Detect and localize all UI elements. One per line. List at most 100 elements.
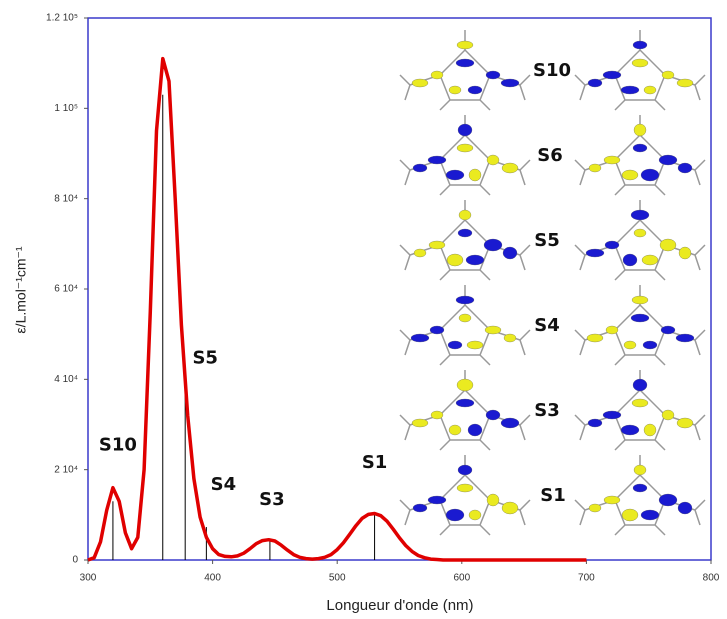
orbital-lobe (630, 209, 650, 221)
orbital-lobe (483, 238, 503, 252)
orbital-lobe (587, 418, 603, 428)
orbital-lobe (486, 154, 500, 166)
plot-frame (87, 17, 712, 561)
orbital-lobe (446, 253, 464, 267)
orbital-lobe (445, 169, 465, 181)
orbital-lobe (456, 40, 474, 50)
orbital-lobe (500, 78, 520, 88)
orbital-label: S4 (534, 315, 560, 336)
orbital-lobe (622, 253, 638, 267)
spectrum-line (87, 56, 587, 562)
orbital-lobe (455, 58, 475, 68)
orbital-lobe (428, 240, 446, 250)
transition-label: S1 (362, 452, 388, 473)
orbital-label: S6 (537, 145, 563, 166)
transition-label: S5 (192, 347, 218, 368)
orbital-lobe (412, 503, 428, 513)
orbital-lobe (660, 325, 676, 335)
orbital-lobe (631, 398, 649, 408)
orbital-lobe (633, 228, 647, 238)
orbital-lobe (632, 40, 648, 50)
orbital-lobe (445, 508, 465, 522)
y-tick-label: 2 10⁴ (54, 464, 78, 475)
orbital-lobe (430, 410, 444, 420)
molecule-skeleton (399, 30, 531, 111)
orbital-lobe (429, 325, 445, 335)
orbital-image (574, 200, 706, 281)
orbital-lobe (412, 163, 428, 173)
orbital-lobe (677, 501, 693, 515)
orbital-lobe (455, 398, 475, 408)
orbital-lobe (641, 254, 659, 266)
x-tick-label: 800 (703, 573, 720, 584)
orbital-lobe (457, 464, 473, 476)
orbital-image (399, 285, 531, 366)
molecule-skeleton (574, 285, 706, 366)
orbital-lobe (643, 85, 657, 95)
orbital-lobe (587, 78, 603, 88)
orbital-lobe (456, 143, 474, 153)
orbital-lobe (427, 155, 447, 165)
orbital-lobe (602, 410, 622, 420)
orbital-lobe (603, 155, 621, 165)
orbital-image (574, 455, 706, 536)
orbital-image (574, 370, 706, 451)
orbital-label: S1 (540, 485, 566, 506)
orbital-lobe (457, 228, 473, 238)
orbital-lobe (484, 325, 502, 335)
orbital-label: S10 (533, 60, 571, 81)
orbital-lobe (411, 418, 429, 428)
orbital-lobe (427, 495, 447, 505)
orbital-lobe (678, 246, 692, 260)
orbital-lobe (630, 313, 650, 323)
orbital-lobe (621, 508, 639, 522)
orbital-lobe (632, 143, 648, 153)
orbital-image (399, 200, 531, 281)
y-tick-label: 1 10⁵ (54, 103, 78, 114)
orbital-lobe (623, 340, 637, 350)
orbital-lobe (676, 417, 694, 429)
orbital-lobe (457, 123, 473, 137)
orbital-lobe (632, 378, 648, 392)
orbital-lobe (502, 246, 518, 260)
y-tick-label: 4 10⁴ (54, 374, 78, 385)
orbital-lobe (631, 58, 649, 68)
orbital-image (399, 115, 531, 196)
orbital-image (574, 115, 706, 196)
orbital-lobe (620, 424, 640, 436)
y-tick-label: 1.2 10⁵ (46, 13, 78, 24)
orbital-lobe (640, 509, 660, 521)
orbital-lobe (602, 70, 622, 80)
transition-label: S3 (259, 489, 285, 510)
orbital-lobe (658, 493, 678, 507)
x-tick-label: 500 (329, 573, 346, 584)
orbital-lobe (659, 238, 677, 252)
orbital-lobe (677, 162, 693, 174)
transition-label: S10 (99, 434, 137, 455)
orbital-label: S3 (534, 400, 560, 421)
orbital-lobe (588, 163, 602, 173)
orbital-lobe (456, 378, 474, 392)
y-tick-label: 6 10⁴ (54, 284, 78, 295)
orbital-lobe (458, 313, 472, 323)
orbital-lobe (410, 333, 430, 343)
orbital-lobe (585, 248, 605, 258)
orbital-lobe (468, 168, 482, 182)
orbital-lobe (631, 295, 649, 305)
orbital-lobe (500, 417, 520, 429)
orbital-lobe (458, 209, 472, 221)
orbital-lobe (455, 295, 475, 305)
orbital-lobe (501, 162, 519, 174)
x-tick-label: 300 (80, 573, 97, 584)
orbital-lobe (485, 409, 501, 421)
orbital-lobe (588, 503, 602, 513)
x-tick-label: 400 (204, 573, 221, 584)
orbital-lobe (586, 333, 604, 343)
orbital-lobe (633, 464, 647, 476)
orbital-lobe (633, 123, 647, 137)
x-tick-label: 700 (578, 573, 595, 584)
orbital-lobe (632, 483, 648, 493)
orbital-lobe (676, 78, 694, 88)
